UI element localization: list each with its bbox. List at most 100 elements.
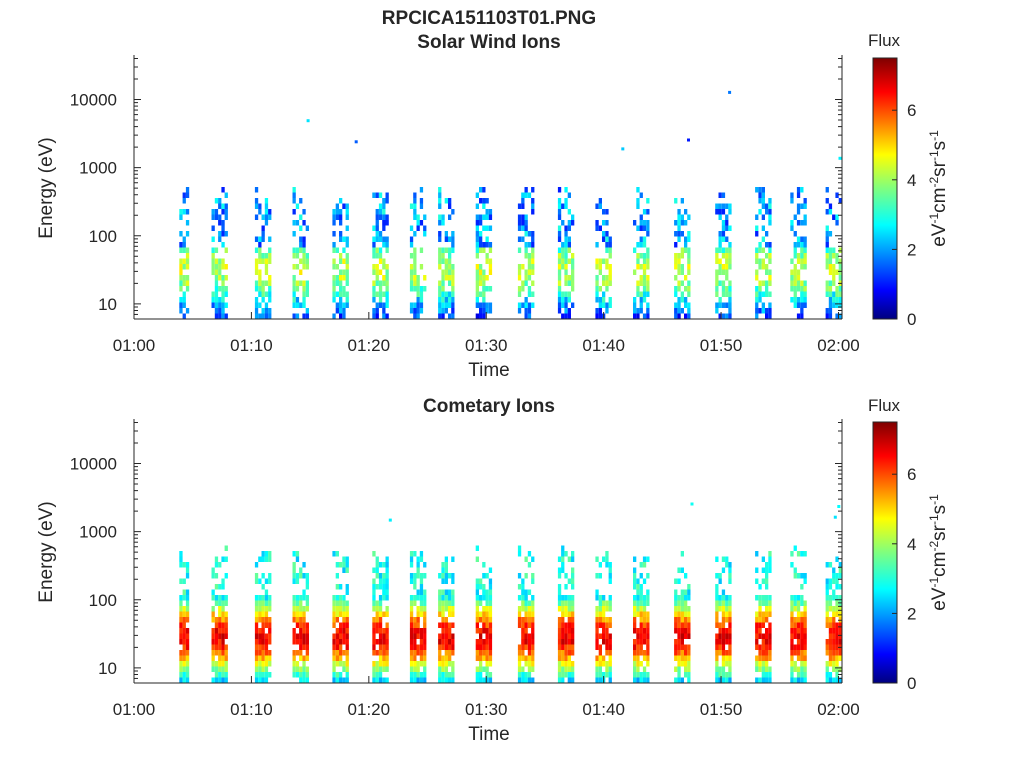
spectrogram-cell [721,203,726,209]
spectrogram-cell [292,672,296,678]
spectrogram-cell [517,573,522,579]
spectrogram-cell [598,677,602,683]
spectrogram-cell [211,595,215,601]
spectrogram-cell [416,308,420,314]
spectrogram-cell [375,672,379,678]
spectrogram-cell [423,644,427,650]
spectrogram-cell [832,611,836,617]
spectrogram-cell [521,595,525,601]
spectrogram-cell [385,280,389,286]
spectrogram-cell [561,562,565,568]
spectrogram-cell [332,617,336,623]
spectrogram-cell [768,611,772,617]
spectrogram-cell [339,258,343,264]
spectrogram-cell [292,573,296,579]
spectrogram-cell [382,264,386,270]
spectrogram-cell [761,655,765,661]
spectrogram-cell [838,633,842,639]
spectrogram-cell [339,633,343,639]
spectrogram-cell [448,633,452,639]
spectrogram-cell [299,639,303,645]
spectrogram-cell [258,666,262,672]
spectrogram-cell [721,661,726,667]
spectrogram-cell [342,628,346,634]
spectrogram-cell [684,655,688,661]
colorbar-title: Flux [868,31,901,50]
spectrogram-cell [524,275,528,281]
spectrogram-cell [221,595,225,601]
spectrogram-cell [335,655,339,661]
spectrogram-cell [680,253,684,259]
spectrogram-point [728,90,732,94]
spectrogram-cell [482,242,486,248]
spectrogram-cell [372,253,376,259]
spectrogram-cell [342,236,346,242]
spectrogram-cell [224,286,228,292]
spectrogram-cell [605,242,609,248]
spectrogram-cell [602,275,606,281]
spectrogram-cell [419,639,424,645]
spectrogram-cell [335,551,339,557]
spectrogram-cell [531,198,535,204]
spectrogram-cell [342,600,346,606]
spectrogram-cell [793,677,797,683]
spectrogram-cell [768,677,772,683]
colorbar-tick-label: 0 [907,310,916,329]
spectrogram-cell [485,639,489,645]
spectrogram-cell [261,677,265,683]
spectrogram-cell [761,198,765,204]
spectrogram-cell [185,672,190,678]
spectrogram-cell [721,644,726,650]
spectrogram-cell [674,258,678,264]
spectrogram-cell [382,677,386,683]
spectrogram-cell [211,209,215,215]
spectrogram-cell [375,650,379,656]
spectrogram-cell [302,264,306,270]
spectrogram-cell [561,644,565,650]
spectrogram-cell [835,258,839,264]
spectrogram-cell [608,242,612,248]
spectrogram-cell [339,595,343,601]
spectrogram-cell [800,302,804,308]
spectrogram-cell [677,655,681,661]
spectrogram-cell [718,203,722,209]
spectrogram-cell [800,666,804,672]
spectrogram-cell [485,617,489,623]
spectrogram-cell [761,225,765,231]
spectrogram-cell [718,650,722,656]
spectrogram-cell [451,209,455,215]
spectrogram-cell [803,253,807,259]
spectrogram-cell [441,595,445,601]
spectrogram-cell [761,302,765,308]
spectrogram-cell [524,225,528,231]
x-tick-label: 01:20 [348,700,391,719]
spectrogram-cell [755,567,759,573]
spectrogram-cell [684,650,688,656]
spectrogram-cell [372,242,376,248]
spectrogram-cell [475,297,479,303]
spectrogram-cell [409,677,414,683]
spectrogram-cell [448,589,452,595]
spectrogram-cell [639,280,643,286]
spectrogram-cell [636,655,640,661]
spectrogram-cell [305,308,309,314]
spectrogram-cell [302,313,306,319]
spectrogram-cell [451,611,455,617]
spectrogram-cell [185,666,190,672]
spectrogram-cell [185,600,190,606]
spectrogram-cell [728,302,732,308]
spectrogram-cell [385,247,389,253]
spectrogram-cell [339,269,343,275]
spectrogram-cell [832,661,836,667]
spectrogram-cell [567,650,571,656]
spectrogram-cell [479,269,483,275]
spectrogram-cell [295,633,300,639]
spectrogram-cell [564,650,568,656]
spectrogram-cell [684,242,688,248]
spectrogram-cell [680,291,684,297]
spectrogram-cell [728,639,732,645]
spectrogram-cell [224,313,228,319]
spectrogram-cell [295,280,300,286]
spectrogram-cell [254,661,259,667]
spectrogram-cell [261,655,265,661]
